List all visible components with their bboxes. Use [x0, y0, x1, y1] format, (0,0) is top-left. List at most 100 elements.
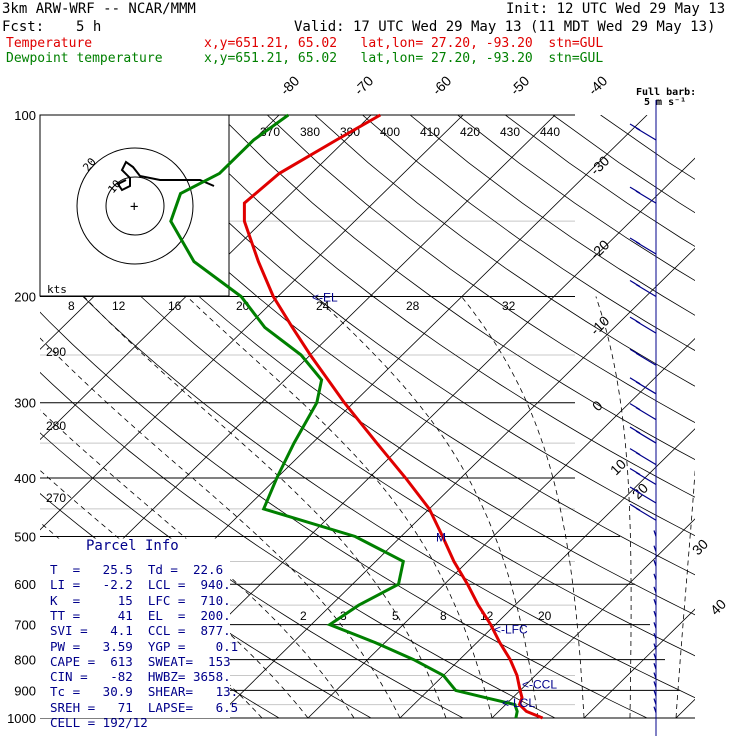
dry-adiabat: [40, 127, 695, 616]
parcel-info-row: T = 25.5 Td = 22.6: [50, 562, 224, 577]
legend-temperature-label: Temperature: [6, 36, 93, 51]
theta-label: 290: [46, 345, 66, 359]
isotherm-line: [583, 608, 695, 718]
hodograph-ring-outer: [76, 147, 194, 265]
parcel-info-row: CELL = 192/12: [50, 715, 148, 730]
hodograph-speed-label: kts: [47, 283, 67, 296]
wind-barb: [653, 545, 657, 552]
isotherm-label: -40: [585, 72, 611, 98]
wind-barb-flag: [629, 486, 641, 494]
hodograph-ring-inner: [105, 176, 165, 236]
hodograph-origin: +: [130, 199, 138, 215]
isobar-label: 100: [14, 108, 36, 123]
parcel-info-row: TT = 41 EL = 200.: [50, 607, 231, 623]
dry-adiabat: [40, 371, 556, 718]
forecast-hour: 5 h: [76, 19, 102, 35]
parcel-info-title: Parcel Info: [86, 538, 179, 554]
dry-adiabat: [40, 311, 648, 718]
isotherm-label: -10: [587, 312, 613, 338]
wind-barb: [653, 573, 657, 581]
isobar-label: 500: [14, 529, 36, 544]
isobar-label: 600: [14, 577, 36, 592]
wind-barb: [653, 698, 657, 705]
mixing-ratio-label: 24: [316, 299, 330, 313]
model-title: 3km ARW-WRF -- NCAR/MMM: [2, 1, 196, 17]
mixing-ratio-label: 28: [406, 299, 420, 313]
wind-barb-flag: [629, 123, 641, 131]
parcel-info-row: SVI = 4.1 CCL = 877.: [50, 623, 231, 639]
isobar-label: 1000: [7, 711, 36, 726]
isobar-label: 200: [14, 290, 36, 305]
isotherm-line: [491, 518, 695, 718]
wind-barb: [653, 598, 657, 606]
moist-adiabat: [186, 296, 493, 718]
parcel-info-row: CIN = -82 HWBZ= 3658.: [50, 669, 231, 685]
moist-adiabat: [461, 296, 585, 718]
wind-barb: [653, 530, 657, 537]
barb-scale-value: 5 m s⁻¹: [644, 97, 687, 108]
parcel-info-row: Tc = 30.9 SHEAR= 13.: [50, 684, 239, 700]
dry-adiabat: [76, 115, 695, 576]
wind-barb-flag: [629, 237, 641, 245]
wind-barb-flag: [629, 348, 641, 356]
isotherm-line: [0, 115, 3, 718]
isotherm-line: [215, 247, 695, 718]
mixing-ratio-label: 8: [440, 609, 447, 623]
wind-barb-flag: [629, 426, 641, 434]
wind-barb: [653, 689, 657, 697]
dry-adiabat: [600, 115, 695, 180]
isotherm-line: [307, 338, 695, 718]
wind-barb: [653, 586, 657, 594]
wind-barb: [653, 663, 657, 670]
isotherm-line: [40, 115, 464, 531]
legend-temperature-info: x,y=651.21, 65.02 lat,lon= 27.20, -93.20…: [204, 36, 604, 51]
barb-scale-title: Full barb:: [636, 87, 697, 98]
isotherm-label: 40: [707, 596, 729, 618]
mixing-ratio-label: 16: [168, 299, 182, 313]
parcel-info-row: K = 15 LFC = 710.: [50, 592, 231, 608]
wind-barb-flag: [629, 403, 641, 411]
isobar-label: 300: [14, 396, 36, 411]
wind-barb: [653, 706, 657, 713]
level-marker: M: [436, 530, 446, 544]
wind-barb: [653, 622, 657, 629]
isotherm-line: [675, 698, 695, 718]
wind-barb-flag: [629, 503, 641, 511]
wind-barb-flag: [629, 448, 641, 456]
isotherm-line: [40, 115, 372, 441]
isotherm-label: -20: [587, 236, 613, 262]
isotherm-line: [399, 428, 695, 718]
valid-time: Valid: 17 UTC Wed 29 May 13 (11 MDT Wed …: [294, 19, 716, 35]
dry-adiabat: [124, 115, 695, 537]
isotherm-label: 0: [589, 397, 606, 414]
wind-barb-flag: [629, 316, 641, 324]
dry-adiabat: [409, 115, 695, 316]
level-marker: <-EL: [312, 291, 338, 305]
dry-adiabat: [171, 115, 695, 498]
isobar-label: 900: [14, 683, 36, 698]
forecast-label: Fcst:: [2, 19, 45, 35]
moist-adiabat: [83, 296, 447, 718]
level-marker: <-CCL: [522, 678, 557, 692]
parcel-panel: [40, 538, 230, 718]
isotherm-label: -30: [587, 152, 613, 178]
theta-label: 420: [460, 125, 480, 139]
level-marker: <-LCL: [502, 696, 535, 710]
mixing-ratio-label: 12: [112, 299, 126, 313]
theta-label: 270: [46, 491, 66, 505]
isotherm-label: -70: [351, 72, 377, 98]
theta-label: 410: [420, 125, 440, 139]
moist-adiabat: [595, 296, 632, 718]
isobar-label: 700: [14, 618, 36, 633]
wind-barb: [653, 610, 657, 618]
mixing-ratio-label: 8: [68, 299, 75, 313]
theta-label: 400: [380, 125, 400, 139]
mixing-ratio-label: 5: [392, 609, 399, 623]
wind-barb: [653, 559, 657, 567]
mixing-ratio-label: 2: [300, 609, 307, 623]
theta-label: 370: [260, 125, 280, 139]
isotherm-label: 30: [689, 536, 711, 558]
level-marker: <-LFC: [494, 622, 528, 636]
theta-label: 380: [300, 125, 320, 139]
